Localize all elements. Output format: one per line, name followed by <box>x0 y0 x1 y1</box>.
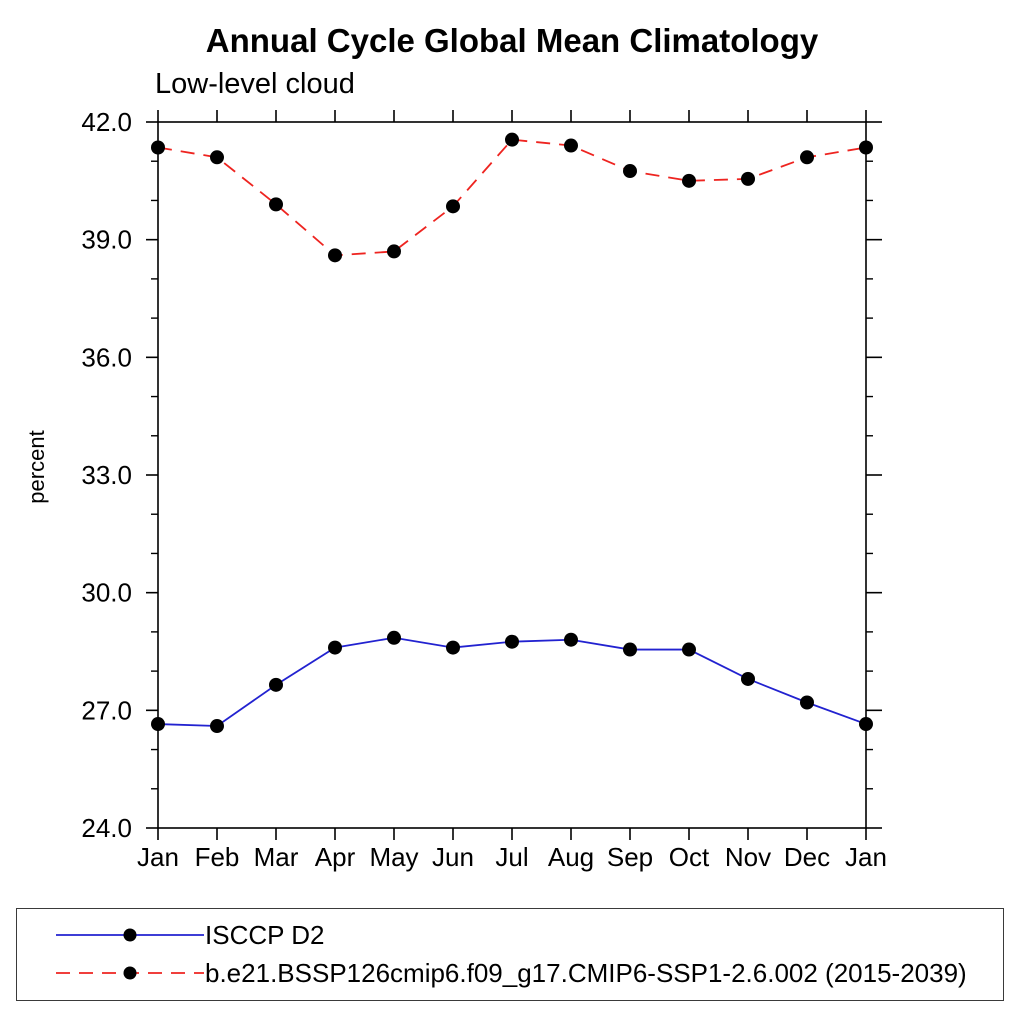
data-point-marker <box>151 140 165 155</box>
legend-box: ISCCP D2 b.e21.BSSP126cmip6.f09_g17.CMIP… <box>16 908 1004 1001</box>
data-point-marker <box>269 197 283 212</box>
x-tick-label: May <box>369 842 418 872</box>
data-point-marker <box>800 695 814 710</box>
x-tick-label: Sep <box>607 842 653 872</box>
legend-line-sample-solid <box>56 928 204 942</box>
x-tick-label: Feb <box>195 842 240 872</box>
x-tick-label: Mar <box>254 842 299 872</box>
data-point-marker <box>859 717 873 732</box>
legend-marker-dot <box>123 966 137 980</box>
data-point-marker <box>564 138 578 153</box>
legend-line-sample-dashed <box>56 966 204 980</box>
legend-marker-dot <box>123 928 137 942</box>
y-tick-label: 36.0 <box>81 342 132 372</box>
data-point-marker <box>328 248 342 263</box>
x-tick-label: Oct <box>669 842 710 872</box>
x-tick-label: Nov <box>725 842 771 872</box>
x-tick-label: Jan <box>137 842 179 872</box>
x-tick-label: Jun <box>432 842 474 872</box>
data-point-marker <box>741 171 755 186</box>
y-tick-label: 42.0 <box>81 107 132 137</box>
data-point-marker <box>682 642 696 657</box>
data-point-marker <box>505 132 519 147</box>
y-tick-label: 30.0 <box>81 578 132 608</box>
data-point-marker <box>151 717 165 732</box>
y-tick-label: 39.0 <box>81 225 132 255</box>
data-point-marker <box>387 630 401 645</box>
data-point-marker <box>269 677 283 692</box>
legend-label-isccp-d2: ISCCP D2 <box>205 920 325 950</box>
y-tick-label: 24.0 <box>81 813 132 843</box>
data-point-marker <box>446 640 460 655</box>
data-point-marker <box>859 140 873 155</box>
y-tick-label: 33.0 <box>81 460 132 490</box>
data-point-marker <box>210 719 224 734</box>
x-tick-label: Aug <box>548 842 594 872</box>
series-line-1 <box>157 138 867 257</box>
x-tick-label: Apr <box>315 842 356 872</box>
data-point-marker <box>800 150 814 165</box>
data-point-marker <box>210 150 224 165</box>
data-point-marker <box>328 640 342 655</box>
data-point-marker <box>623 642 637 657</box>
legend-entry-isccp-d2: ISCCP D2 <box>17 920 1003 950</box>
data-point-marker <box>682 173 696 188</box>
data-point-marker <box>446 199 460 214</box>
x-tick-label: Jul <box>495 842 528 872</box>
data-point-marker <box>564 632 578 647</box>
x-tick-label: Dec <box>784 842 830 872</box>
data-point-marker <box>505 634 519 649</box>
data-point-marker <box>741 671 755 686</box>
data-point-marker <box>623 164 637 179</box>
series-line-0 <box>157 636 867 727</box>
data-point-marker <box>387 244 401 259</box>
legend-label-model-run: b.e21.BSSP126cmip6.f09_g17.CMIP6-SSP1-2.… <box>205 958 967 988</box>
chart-title: Annual Cycle Global Mean Climatology <box>205 22 819 59</box>
plot-frame <box>157 121 867 829</box>
y-tick-label: 27.0 <box>81 695 132 725</box>
chart-subtitle: Low-level cloud <box>155 68 355 100</box>
legend-entry-model-run: b.e21.BSSP126cmip6.f09_g17.CMIP6-SSP1-2.… <box>17 958 1003 988</box>
x-tick-label: Jan <box>845 842 887 872</box>
